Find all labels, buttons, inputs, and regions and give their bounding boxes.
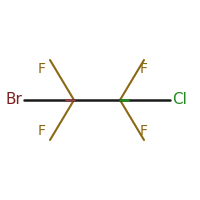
Text: F: F (38, 62, 46, 76)
Text: Br: Br (5, 92, 22, 108)
Text: F: F (140, 62, 148, 76)
Text: F: F (140, 124, 148, 138)
Text: Cl: Cl (172, 92, 187, 108)
Text: F: F (38, 124, 46, 138)
